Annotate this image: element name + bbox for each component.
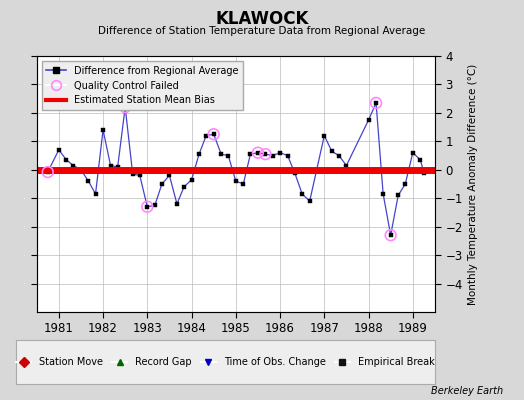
Text: KLAWOCK: KLAWOCK [215,10,309,28]
Point [121,104,129,110]
Point [210,131,218,138]
Legend: Station Move, Record Gap, Time of Obs. Change, Empirical Break: Station Move, Record Gap, Time of Obs. C… [14,354,437,370]
Point [387,232,395,238]
Point [143,204,151,210]
Legend: Difference from Regional Average, Quality Control Failed, Estimated Station Mean: Difference from Regional Average, Qualit… [41,61,243,110]
Point [254,150,262,156]
Point [43,169,52,175]
Point [261,151,270,157]
Y-axis label: Monthly Temperature Anomaly Difference (°C): Monthly Temperature Anomaly Difference (… [468,63,478,305]
Text: Difference of Station Temperature Data from Regional Average: Difference of Station Temperature Data f… [99,26,425,36]
Point [372,100,380,106]
Text: Berkeley Earth: Berkeley Earth [431,386,503,396]
